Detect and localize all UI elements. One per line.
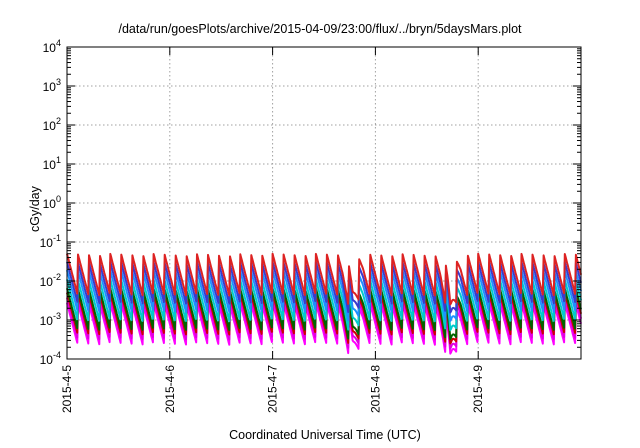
series-line [66,287,582,340]
series-line [66,269,582,322]
y-tick-label: 10-1 [40,233,61,250]
chart-title: /data/run/goesPlots/archive/2015-04-09/2… [118,22,522,36]
y-tick-label: 103 [43,77,61,94]
series-line [66,291,582,345]
y-tick-label: 10-2 [40,272,61,289]
y-tick-label: 100 [43,194,61,211]
x-tick-labels: 2015-4-5 2015-4-6 2015-4-7 2015-4-8 2015-4-9 [60,365,485,413]
x-tick-label: 2015-4-6 [163,365,177,413]
x-tick-label: 2015-4-7 [266,365,280,413]
series-line [66,296,582,350]
series-line [66,252,582,306]
y-tick-label: 101 [43,155,61,172]
series-line [66,301,582,355]
y-tick-label: 102 [43,116,61,133]
y-tick-labels: 10-4 10-3 10-2 10-1 100 101 102 103 104 [40,38,61,367]
series-line [66,278,582,332]
series-lines [66,252,582,355]
x-tick-label: 2015-4-8 [368,365,382,413]
x-tick-label: 2015-4-9 [471,365,485,413]
y-tick-label: 10-3 [40,311,61,328]
x-axis-label: Coordinated Universal Time (UTC) [229,428,421,442]
x-tick-label: 2015-4-5 [60,365,74,413]
series-line [66,260,582,314]
y-tick-label: 104 [43,38,61,55]
y-axis-label: cGy/day [28,186,42,232]
y-tick-label: 10-4 [40,350,61,367]
tick-marks [66,46,581,360]
